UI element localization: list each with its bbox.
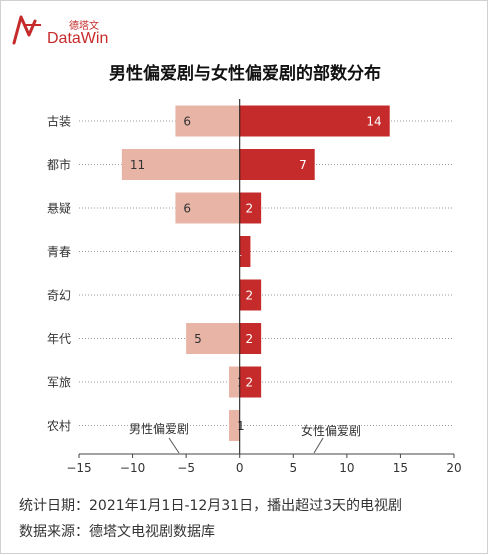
bar <box>229 366 240 398</box>
category-label: 农村 <box>47 419 71 433</box>
x-tick-label: 5 <box>289 461 297 475</box>
category-label: 青春 <box>47 245 71 259</box>
category-label: 古装 <box>47 114 71 129</box>
data-label: 2 <box>246 332 254 346</box>
x-tick-label: 15 <box>393 461 408 475</box>
x-tick-label: 0 <box>236 461 244 475</box>
x-tick-label: −10 <box>120 461 145 475</box>
bar <box>229 410 240 441</box>
x-tick-label: −15 <box>66 461 91 475</box>
datawin-logo-icon <box>12 15 41 45</box>
data-label: 6 <box>183 115 191 129</box>
bar <box>186 323 240 354</box>
category-label: 年代 <box>47 332 71 346</box>
data-label: 2 <box>246 376 254 390</box>
bar <box>239 192 262 224</box>
category-label: 奇幻 <box>47 289 71 303</box>
legend-leader-line <box>168 437 180 454</box>
data-label: 14 <box>366 115 381 129</box>
brand-logo: 德塔文 DataWin <box>11 13 121 53</box>
data-label: 1 <box>235 245 243 259</box>
bar <box>239 323 262 354</box>
chart-title: 男性偏爱剧与女性偏爱剧的部数分布 <box>109 64 381 84</box>
data-label: 1 <box>237 419 245 433</box>
legend-male-label: 男性偏爱剧 <box>129 421 189 436</box>
data-label: 5 <box>194 332 202 346</box>
footer-date-note: 统计日期：2021年1月1日-12月31日，播出超过3天的电视剧 <box>19 498 403 514</box>
data-label: 6 <box>183 202 191 216</box>
x-tick-label: 10 <box>339 461 354 475</box>
data-label: 2 <box>246 289 254 303</box>
brand-name-en: DataWin <box>47 30 109 47</box>
x-tick-label: −5 <box>177 461 195 475</box>
data-label: 11 <box>130 158 145 172</box>
legend-female-label: 女性偏爱剧 <box>301 423 361 438</box>
category-label: 悬疑 <box>47 201 71 216</box>
data-label: 2 <box>246 202 254 216</box>
bar <box>239 366 262 398</box>
legend-leader-line <box>313 437 324 454</box>
bar <box>239 279 262 311</box>
bar <box>239 149 315 180</box>
bar <box>239 236 251 267</box>
data-label: 7 <box>299 158 307 172</box>
bar <box>239 105 390 137</box>
footer-source-note: 数据来源：德塔文电视剧数据库 <box>19 524 215 540</box>
brand-name-cn: 德塔文 <box>69 21 99 32</box>
bar <box>175 105 240 137</box>
bar <box>121 149 240 180</box>
category-label: 都市 <box>47 157 71 172</box>
category-label: 军旅 <box>47 376 71 390</box>
x-tick-label: 20 <box>446 461 461 475</box>
bar <box>175 192 240 224</box>
